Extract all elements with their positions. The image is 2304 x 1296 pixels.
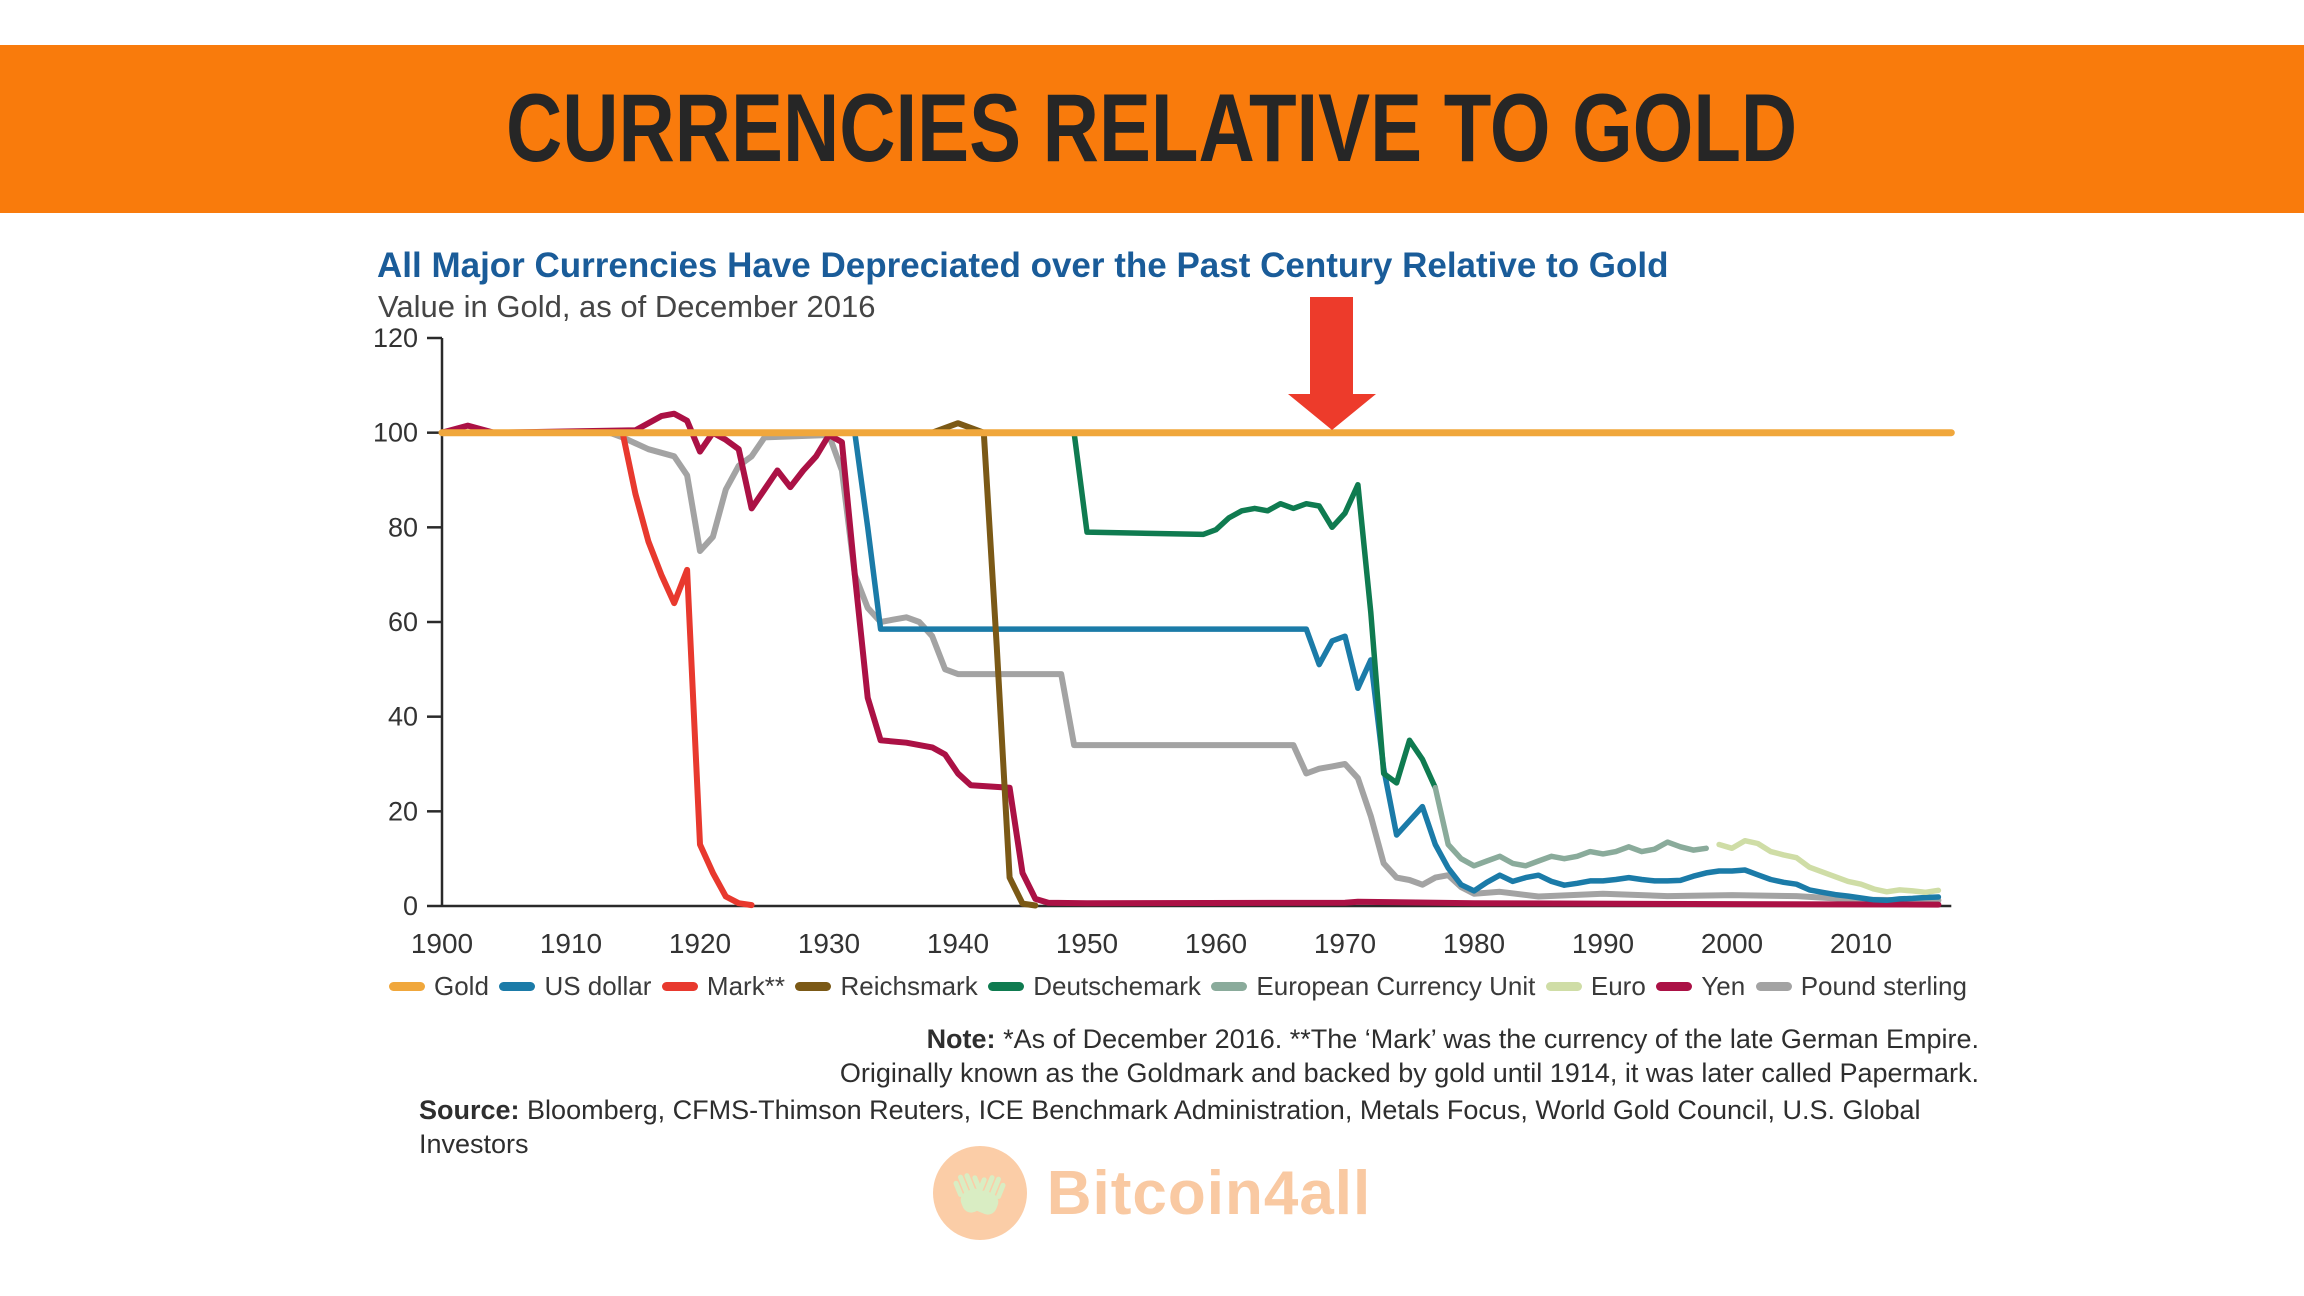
legend-label: Deutschemark xyxy=(1033,971,1201,1001)
svg-text:1940: 1940 xyxy=(927,928,989,959)
legend-item: US dollar xyxy=(499,971,651,1002)
svg-text:1970: 1970 xyxy=(1314,928,1376,959)
svg-text:20: 20 xyxy=(388,796,418,826)
logo-circle xyxy=(932,1146,1027,1240)
svg-text:2010: 2010 xyxy=(1830,928,1892,959)
legend-swatch-icon xyxy=(988,982,1025,991)
source-label: Source: xyxy=(419,1095,520,1125)
title-banner: CURRENCIES RELATIVE TO GOLD xyxy=(0,45,2304,213)
svg-text:80: 80 xyxy=(388,512,418,542)
svg-text:60: 60 xyxy=(388,607,418,637)
legend-item: Euro xyxy=(1545,971,1646,1002)
down-arrow-body xyxy=(1310,297,1353,395)
legend-swatch-icon xyxy=(499,982,536,991)
legend-label: Gold xyxy=(434,971,489,1001)
legend-item: Yen xyxy=(1656,971,1745,1002)
legend-label: European Currency Unit xyxy=(1256,971,1536,1001)
logo-text: Bitcoin4all xyxy=(1046,1158,1372,1228)
svg-text:1900: 1900 xyxy=(411,928,473,959)
legend-swatch-icon xyxy=(1755,982,1792,991)
source-text: Bloomberg, CFMS-Thimson Reuters, ICE Ben… xyxy=(419,1095,1921,1159)
page-title: CURRENCIES RELATIVE TO GOLD xyxy=(506,74,1798,183)
legend-item: Pound sterling xyxy=(1755,971,1967,1002)
legend-swatch-icon xyxy=(389,982,425,991)
svg-text:1990: 1990 xyxy=(1572,928,1634,959)
svg-text:1930: 1930 xyxy=(798,928,860,959)
legend-label: US dollar xyxy=(544,971,652,1001)
legend-swatch-icon xyxy=(1545,982,1582,991)
chart-heading: All Major Currencies Have Depreciated ov… xyxy=(377,246,1669,285)
legend-item: Reichsmark xyxy=(795,971,978,1002)
legend-label: Yen xyxy=(1701,971,1746,1001)
svg-text:100: 100 xyxy=(373,418,418,448)
legend-swatch-icon xyxy=(661,982,698,991)
svg-text:0: 0 xyxy=(403,891,418,921)
svg-text:1920: 1920 xyxy=(669,928,731,959)
legend-label: Euro xyxy=(1590,971,1646,1001)
svg-text:1960: 1960 xyxy=(1185,928,1247,959)
svg-text:40: 40 xyxy=(388,702,418,732)
down-arrow-head xyxy=(1288,394,1376,430)
svg-text:1950: 1950 xyxy=(1056,928,1118,959)
legend-item: Gold xyxy=(389,971,489,1002)
svg-text:1910: 1910 xyxy=(540,928,602,959)
svg-text:120: 120 xyxy=(373,325,418,353)
note-text-1: *As of December 2016. **The ‘Mark’ was t… xyxy=(1003,1024,1979,1054)
legend-item: European Currency Unit xyxy=(1211,971,1535,1002)
legend-item: Mark** xyxy=(661,971,785,1002)
legend-swatch-icon xyxy=(795,982,832,991)
svg-text:2000: 2000 xyxy=(1701,928,1763,959)
note-line-2: Originally known as the Goldmark and bac… xyxy=(419,1056,1979,1090)
chart-plot: 0 20 40 60 80 100 120 1900 1910 1920 1930 1940 1950 1… xyxy=(373,323,1955,959)
source-line: Source: Bloomberg, CFMS-Thimson Reuters,… xyxy=(419,1093,1979,1161)
chart-legend: Gold US dollar Mark** Reichsmark Deutschemar… xyxy=(389,971,1967,1002)
chart-subheading: Value in Gold, as of December 2016 xyxy=(378,289,876,324)
legend-label: Mark** xyxy=(706,971,785,1001)
legend-swatch-icon xyxy=(1211,982,1248,991)
legend-label: Reichsmark xyxy=(840,971,978,1001)
hands-icon xyxy=(953,1173,1006,1215)
legend-item: Deutschemark xyxy=(988,971,1201,1002)
chart-area: 0 20 40 60 80 100 120 1900 1910 1920 1930 1940 1950 1… xyxy=(330,323,1970,980)
note-line-1: Note: *As of December 2016. **The ‘Mark’… xyxy=(419,1022,1979,1056)
legend-label: Pound sterling xyxy=(1800,971,1967,1001)
note-text-2: Originally known as the Goldmark and bac… xyxy=(839,1058,1979,1088)
note-label: Note: xyxy=(926,1024,996,1054)
notes-block: Note: *As of December 2016. **The ‘Mark’… xyxy=(419,1022,1979,1161)
legend-swatch-icon xyxy=(1656,982,1693,991)
svg-text:1980: 1980 xyxy=(1443,928,1505,959)
bitcoin4all-logo: Bitcoin4all xyxy=(0,1146,2304,1240)
